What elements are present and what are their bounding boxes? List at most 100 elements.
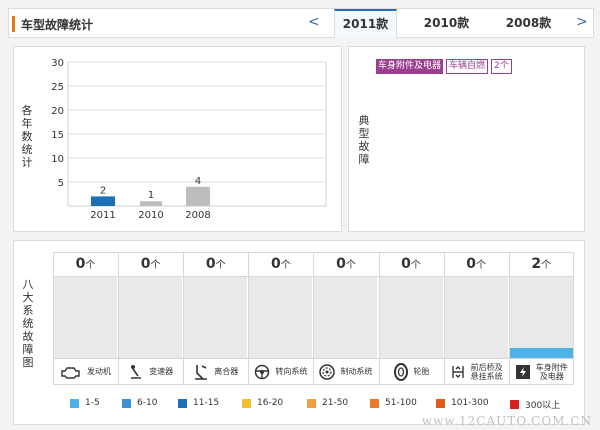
system-bar-area — [119, 276, 183, 358]
count-unit: 个 — [150, 260, 161, 271]
count-unit: 个 — [476, 260, 487, 271]
system-label[interactable]: 轮胎 — [379, 358, 444, 385]
y-tick-label: 30 — [51, 58, 64, 69]
legend-item: 16-20 — [242, 398, 283, 408]
bar-value-label: 1 — [148, 190, 154, 201]
legend-swatch — [122, 398, 131, 408]
side-char: 系 — [22, 304, 34, 317]
side-char: 障 — [358, 153, 370, 166]
legend-label: 11-15 — [193, 398, 220, 408]
system-count: 0个 — [118, 252, 183, 276]
clutch-pedal-icon — [193, 363, 211, 381]
system-count: 2个 — [509, 252, 574, 276]
legend-item: 1-5 — [70, 398, 100, 408]
column-divider — [248, 252, 250, 385]
legend-label: 300以上 — [525, 401, 561, 411]
side-char: 典 — [358, 114, 370, 127]
bar-2010 — [140, 201, 162, 206]
side-char: 障 — [22, 343, 34, 356]
legend-label: 16-20 — [257, 398, 284, 408]
steering-wheel-icon — [254, 364, 272, 380]
side-char: 八 — [22, 278, 34, 291]
side-char: 数 — [21, 130, 33, 143]
legend-item: 101-300 — [436, 398, 489, 408]
system-label[interactable]: 转向系统 — [248, 358, 313, 385]
side-char: 年 — [21, 117, 33, 130]
header-divider — [53, 276, 574, 277]
typical-faults-panel — [348, 46, 585, 232]
brake-disc-icon — [319, 363, 337, 380]
system-count: 0个 — [379, 252, 444, 276]
system-name: 转向系统 — [275, 367, 308, 376]
typical-side-label: 典 型 故 障 — [357, 114, 371, 166]
tab-2010[interactable]: 2010款 — [423, 16, 470, 30]
legend-item: 51-100 — [370, 398, 417, 408]
tab-2011[interactable]: 2011款 — [334, 9, 397, 38]
system-count-value: 0 — [140, 256, 151, 272]
system-label[interactable]: 离合器 — [183, 358, 248, 385]
bar-value-label: 4 — [195, 176, 201, 187]
column-divider — [443, 252, 445, 385]
system-label[interactable]: 发动机 — [53, 358, 118, 385]
count-unit: 个 — [345, 260, 356, 271]
fault-category-tag[interactable]: 车身附件及电器 — [376, 59, 444, 74]
column-divider — [313, 252, 315, 385]
y-tick-label: 25 — [51, 82, 64, 93]
system-bar-area — [54, 276, 118, 358]
title-accent-bar — [12, 16, 15, 32]
tab-2008[interactable]: 2008款 — [505, 16, 552, 30]
system-fault-bar[interactable] — [509, 348, 573, 358]
legend-swatch — [178, 398, 187, 408]
side-char: 故 — [358, 140, 370, 153]
system-label[interactable]: 变速器 — [118, 358, 183, 385]
legend-label: 1-5 — [85, 398, 100, 408]
legend-label: 6-10 — [137, 398, 158, 408]
body-electric-icon — [515, 364, 533, 380]
system-label[interactable]: 制动系统 — [313, 358, 378, 385]
legend-swatch — [242, 398, 251, 408]
side-char: 统 — [21, 143, 33, 156]
legend-swatch — [510, 400, 519, 409]
system-name: 离合器 — [214, 367, 239, 376]
system-count-value: 0 — [466, 256, 477, 272]
section-title: 车型故障统计 — [21, 18, 94, 32]
count-unit: 个 — [215, 260, 226, 271]
system-label[interactable]: 车身附件 及电器 — [509, 358, 574, 385]
side-char: 图 — [22, 356, 34, 369]
watermark: www.12CAUTO.COM.CN — [421, 414, 592, 428]
legend-label: 51-100 — [385, 398, 417, 408]
engine-icon — [60, 365, 84, 379]
legend-swatch — [436, 398, 445, 408]
fault-item-tag[interactable]: 车辆自燃 — [446, 59, 489, 74]
system-label[interactable]: 前后桥及 悬挂系统 — [444, 358, 509, 385]
next-arrow-icon[interactable]: > — [576, 14, 588, 30]
side-char: 故 — [22, 330, 34, 343]
column-divider — [118, 252, 120, 385]
system-name: 变速器 — [149, 367, 174, 376]
count-unit: 个 — [410, 260, 421, 271]
side-char: 大 — [22, 291, 34, 304]
side-char: 统 — [22, 317, 34, 330]
system-bar-area — [379, 276, 443, 358]
prev-arrow-icon[interactable]: < — [308, 14, 320, 30]
side-char: 型 — [358, 127, 370, 140]
system-count: 0个 — [248, 252, 313, 276]
legend-swatch — [70, 398, 79, 408]
tire-icon — [393, 362, 411, 381]
system-count: 0个 — [444, 252, 509, 276]
count-unit: 个 — [280, 260, 291, 271]
count-unit: 个 — [85, 260, 96, 271]
yearly-side-label: 各 年 数 统 计 — [20, 104, 34, 169]
column-divider — [508, 252, 510, 385]
gearshift-icon — [128, 364, 146, 380]
system-name: 轮胎 — [413, 367, 430, 376]
system-bar-area — [314, 276, 378, 358]
system-bar-area — [249, 276, 313, 358]
legend-label: 21-50 — [322, 398, 349, 408]
system-name: 前后桥及 悬挂系统 — [470, 362, 503, 381]
system-count: 0个 — [53, 252, 118, 276]
y-tick-label: 5 — [58, 178, 64, 189]
y-tick-label: 15 — [51, 130, 64, 141]
legend-swatch — [307, 398, 316, 408]
